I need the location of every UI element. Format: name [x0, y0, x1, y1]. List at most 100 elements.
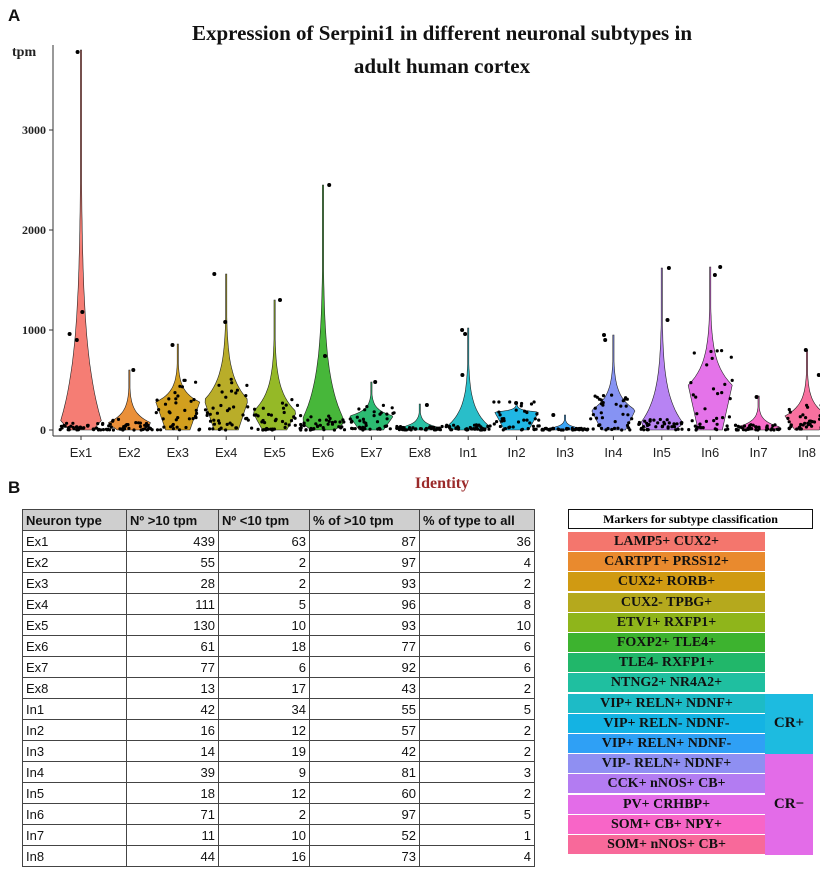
data-point — [381, 403, 385, 407]
data-point — [599, 411, 603, 415]
value-cell: 44 — [126, 845, 219, 867]
value-cell: 77 — [309, 635, 420, 657]
data-point — [372, 410, 376, 414]
value-cell: 77 — [126, 656, 219, 678]
data-point — [378, 427, 382, 431]
data-point — [211, 406, 215, 410]
data-point — [613, 420, 617, 424]
value-cell: 73 — [309, 845, 420, 867]
data-point — [60, 426, 64, 430]
data-point — [639, 427, 643, 431]
data-point — [715, 422, 719, 426]
data-point — [729, 355, 733, 359]
data-point — [246, 405, 250, 409]
value-cell: 39 — [126, 761, 219, 783]
data-point — [601, 394, 606, 398]
data-point — [116, 417, 121, 421]
data-point — [699, 426, 703, 430]
data-point — [766, 427, 770, 431]
outlier-point — [551, 413, 556, 417]
value-cell: 2 — [419, 677, 535, 699]
data-point — [798, 425, 802, 429]
data-point — [787, 407, 791, 412]
data-point — [465, 428, 469, 432]
data-point — [599, 426, 604, 430]
data-point — [648, 419, 652, 423]
data-point — [159, 428, 163, 432]
value-cell: 5 — [218, 593, 310, 615]
y-axis-label: tpm — [12, 45, 36, 60]
data-point — [593, 406, 597, 410]
data-point — [601, 403, 605, 407]
data-point — [414, 427, 418, 431]
data-point — [150, 428, 154, 432]
data-point — [161, 417, 165, 421]
data-point — [62, 423, 66, 428]
value-cell: 97 — [309, 803, 420, 825]
cr-plus-group: CR+ — [765, 693, 813, 755]
data-point — [801, 413, 805, 417]
value-cell: 5 — [419, 698, 535, 720]
value-cell: 8 — [419, 593, 535, 615]
neuron-type-cell: Ex7 — [22, 656, 127, 678]
x-tick-label: Ex6 — [312, 445, 334, 460]
data-point — [806, 405, 810, 409]
data-point — [136, 421, 141, 425]
neuron-type-cell: Ex1 — [22, 530, 127, 552]
data-point — [809, 419, 813, 423]
value-cell: 4 — [419, 845, 535, 867]
violin-In1 — [447, 327, 490, 431]
cr-minus-group: CR− — [765, 754, 813, 856]
data-point — [244, 394, 248, 398]
data-point — [497, 410, 501, 414]
data-point — [734, 423, 738, 427]
data-point — [610, 393, 614, 397]
data-point — [690, 419, 694, 423]
data-point — [362, 420, 366, 424]
data-point — [810, 424, 814, 428]
data-point — [138, 424, 142, 429]
data-point — [801, 423, 805, 427]
data-point — [804, 416, 808, 420]
data-point — [235, 388, 239, 392]
marker-label: SOM+ nNOS+ CB+ — [568, 835, 765, 855]
data-point — [624, 396, 628, 400]
data-point — [528, 421, 532, 425]
table-row: In1 42 34 55 5 — [22, 698, 535, 720]
data-point — [736, 424, 740, 428]
data-point — [709, 349, 713, 354]
data-point — [713, 427, 717, 431]
value-cell: 96 — [309, 593, 420, 615]
data-point — [804, 425, 809, 429]
data-point — [660, 424, 665, 428]
data-point — [363, 408, 367, 412]
data-point — [395, 426, 399, 430]
value-cell: 81 — [309, 761, 420, 783]
data-point — [139, 428, 143, 432]
x-tick-label: In3 — [556, 445, 574, 460]
outlier-point — [373, 380, 378, 384]
value-cell: 34 — [218, 698, 310, 720]
x-tick-label: Ex4 — [215, 445, 237, 460]
data-point — [454, 426, 458, 430]
data-point — [118, 427, 122, 431]
data-point — [437, 427, 441, 431]
value-cell: 60 — [309, 782, 420, 804]
data-point — [656, 421, 660, 425]
data-point — [610, 427, 614, 432]
y-tick-label: 3000 — [22, 123, 46, 137]
data-point — [342, 428, 347, 432]
violin-Ex8 — [397, 403, 442, 431]
data-point — [339, 426, 343, 430]
data-point — [679, 421, 683, 425]
data-point — [620, 428, 624, 432]
data-point — [616, 426, 620, 430]
data-point — [711, 387, 716, 391]
neuron-type-cell: In3 — [22, 740, 127, 762]
data-point — [392, 411, 396, 415]
data-point — [581, 427, 585, 431]
data-point — [96, 422, 100, 426]
x-tick-label: Ex2 — [118, 445, 140, 460]
data-point — [691, 393, 695, 397]
data-point — [687, 428, 691, 432]
